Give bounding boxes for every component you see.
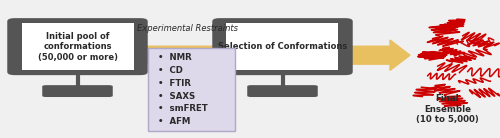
Text: Selection of Conformations: Selection of Conformations <box>218 42 347 51</box>
Text: •  smFRET: • smFRET <box>158 104 208 113</box>
FancyBboxPatch shape <box>148 48 235 131</box>
Text: •  FTIR: • FTIR <box>158 79 190 88</box>
Text: Initial pool of
conformations
(50,000 or more): Initial pool of conformations (50,000 or… <box>38 32 117 62</box>
FancyArrow shape <box>145 40 235 70</box>
Text: Experimental Restraints: Experimental Restraints <box>137 24 238 33</box>
FancyBboxPatch shape <box>22 23 134 70</box>
Text: Final
Ensemble
(10 to 5,000): Final Ensemble (10 to 5,000) <box>416 94 479 124</box>
Text: •  SAXS: • SAXS <box>158 91 195 101</box>
Text: •  AFM: • AFM <box>158 117 190 126</box>
Text: •  CD: • CD <box>158 66 182 75</box>
FancyArrow shape <box>350 40 410 70</box>
FancyBboxPatch shape <box>247 85 318 97</box>
FancyBboxPatch shape <box>214 20 351 73</box>
Text: •  NMR: • NMR <box>158 53 191 63</box>
FancyBboxPatch shape <box>226 23 338 70</box>
FancyBboxPatch shape <box>9 20 146 73</box>
FancyBboxPatch shape <box>42 85 113 97</box>
